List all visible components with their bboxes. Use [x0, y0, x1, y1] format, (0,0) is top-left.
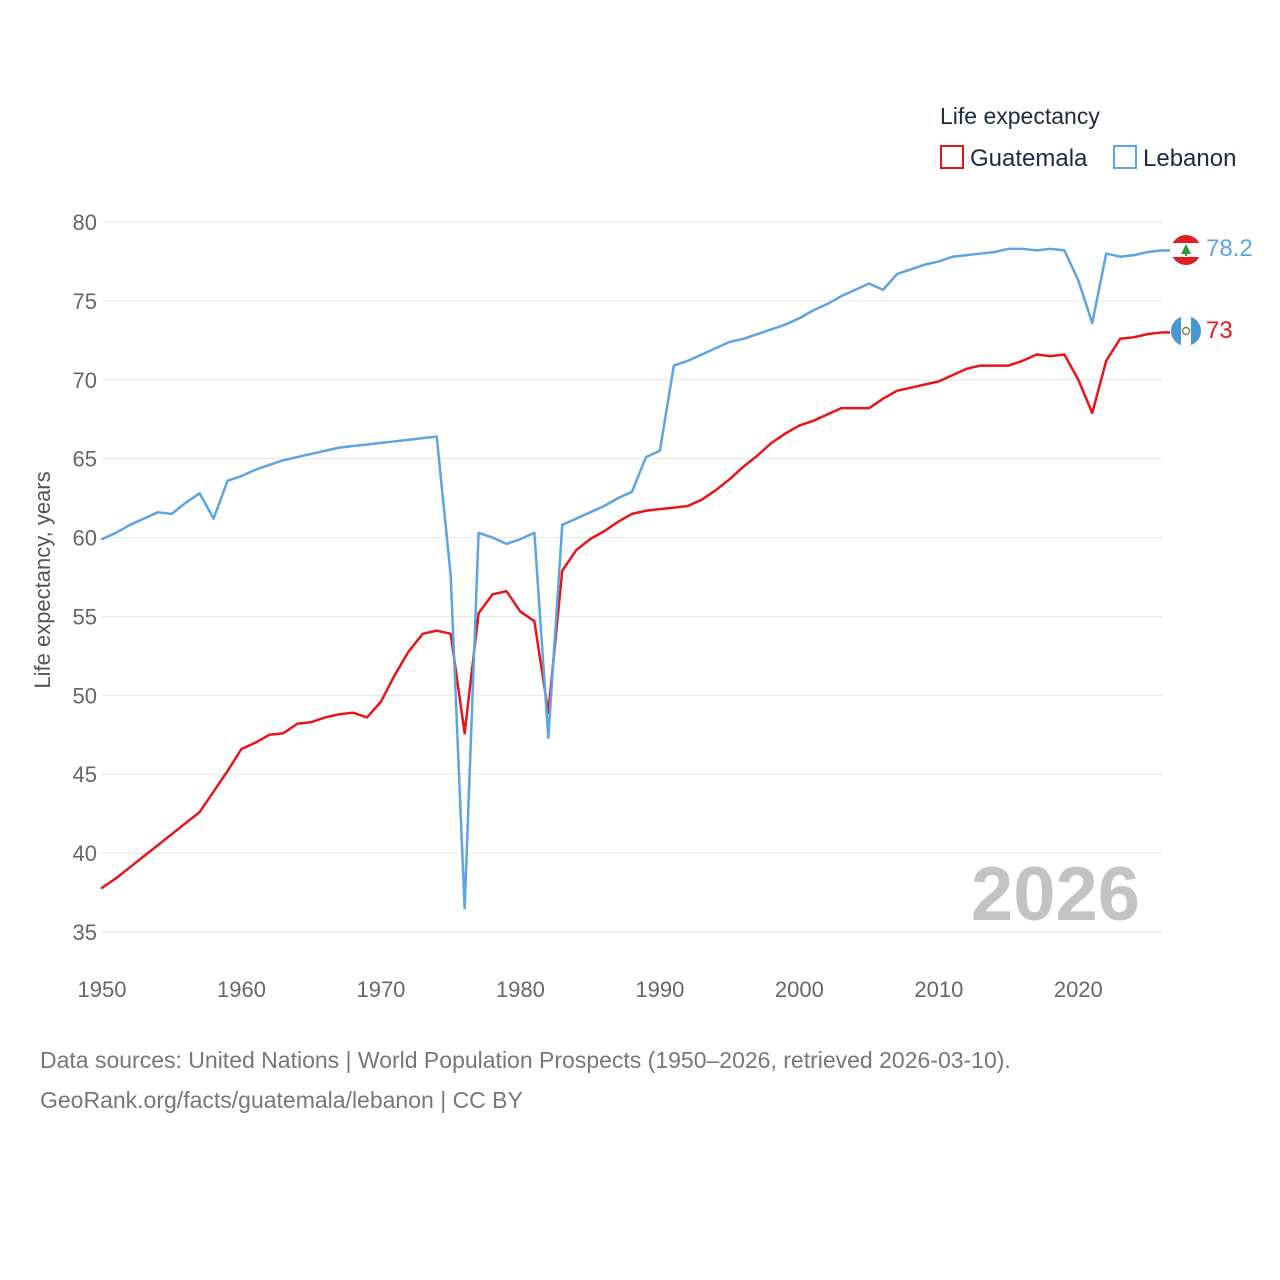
- y-tick-label: 80: [73, 210, 97, 235]
- x-tick-label: 2010: [914, 977, 963, 1002]
- data-sources-text: Data sources: United Nations | World Pop…: [40, 1047, 1011, 1073]
- legend-label-lebanon: Lebanon: [1143, 145, 1236, 172]
- x-tick-label: 1990: [635, 977, 684, 1002]
- legend: Life expectancy Guatemala Lebanon: [940, 103, 1236, 172]
- y-tick-label: 50: [73, 683, 97, 708]
- y-tick-label: 65: [73, 447, 97, 472]
- legend-item-guatemala[interactable]: Guatemala: [940, 145, 1088, 172]
- series-line-guatemala[interactable]: [100, 331, 1164, 890]
- lebanon-flag-icon: [1171, 235, 1201, 265]
- y-tick-label: 35: [73, 920, 97, 945]
- footer: Data sources: United Nations | World Pop…: [40, 1040, 1240, 1120]
- chart: 35 40 45 50 55 60 65 70 75 80 1950 1960 1970 1980 199…: [30, 103, 1253, 1002]
- year-watermark: 2026: [971, 852, 1140, 937]
- legend-swatch-guatemala: [940, 145, 964, 169]
- y-tick-label: 60: [73, 526, 97, 551]
- end-label-guatemala: 73: [1206, 317, 1233, 344]
- x-tick-label: 2020: [1054, 977, 1103, 1002]
- y-tick-label: 40: [73, 841, 97, 866]
- y-tick-label: 75: [73, 289, 97, 314]
- series-layer: [100, 247, 1170, 910]
- x-tick-label: 2000: [775, 977, 824, 1002]
- legend-title: Life expectancy: [940, 103, 1100, 129]
- legend-swatch-lebanon: [1113, 145, 1137, 169]
- y-tick-label: 70: [73, 368, 97, 393]
- guatemala-flag-icon: [1171, 316, 1201, 346]
- y-tick-label: 45: [73, 762, 97, 787]
- y-axis-ticks: 35 40 45 50 55 60 65 70 75 80: [73, 210, 97, 945]
- legend-label-guatemala: Guatemala: [970, 145, 1088, 172]
- y-axis-title: Life expectancy, years: [30, 471, 55, 688]
- x-tick-label: 1980: [496, 977, 545, 1002]
- series-line-lebanon[interactable]: [100, 247, 1164, 910]
- x-tick-label: 1970: [356, 977, 405, 1002]
- credit-text[interactable]: GeoRank.org/facts/guatemala/lebanon | CC…: [40, 1087, 523, 1113]
- x-tick-label: 1950: [78, 977, 127, 1002]
- end-label-lebanon: 78.2: [1206, 235, 1253, 262]
- y-tick-label: 55: [73, 604, 97, 629]
- grid-layer: [102, 221, 1162, 933]
- x-tick-label: 1960: [217, 977, 266, 1002]
- x-axis-ticks: 1950 1960 1970 1980 1990 2000 2010 2020: [78, 977, 1103, 1002]
- legend-item-lebanon[interactable]: Lebanon: [1113, 145, 1236, 172]
